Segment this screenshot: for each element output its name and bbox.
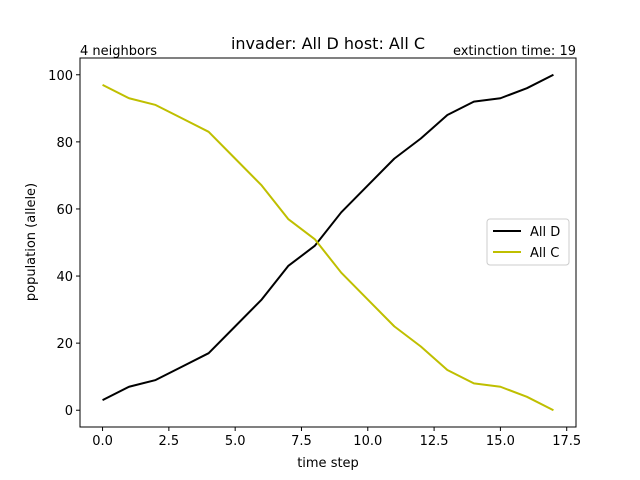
y-tick-label: 40 <box>56 270 73 285</box>
chart-title: invader: All D host: All C <box>231 34 425 53</box>
y-tick-label: 0 <box>65 404 73 419</box>
y-axis-label: population (allele) <box>24 183 39 301</box>
x-tick-label: 5.0 <box>225 434 246 449</box>
legend: All D All C <box>486 218 570 266</box>
y-tick-label: 100 <box>48 69 73 84</box>
series-line-all-d <box>102 73 554 402</box>
legend-label-all-d: All D <box>530 225 560 240</box>
x-tick-label: 2.5 <box>159 434 180 449</box>
x-tick-label: 15.0 <box>486 434 515 449</box>
x-tick-label: 10.0 <box>353 434 382 449</box>
x-tick-label: 7.5 <box>291 434 312 449</box>
plot-frame <box>79 57 577 428</box>
neighbors-annotation: 4 neighbors <box>80 44 157 59</box>
x-tick-label: 0.0 <box>92 434 113 449</box>
axis-ticks: 0.0 2.5 5.0 7.5 10.0 12.5 15.0 17.5 0 20 40 60 80 100 <box>48 69 581 449</box>
legend-label-all-c: All C <box>530 246 559 261</box>
y-tick-label: 60 <box>56 203 73 218</box>
x-tick-label: 12.5 <box>420 434 449 449</box>
extinction-time-annotation: extinction time: 19 <box>453 44 576 59</box>
y-tick-label: 80 <box>56 136 73 151</box>
series-line-all-c <box>102 83 554 412</box>
x-tick-label: 17.5 <box>552 434 581 449</box>
series-lines <box>102 73 554 412</box>
y-tick-label: 20 <box>56 337 73 352</box>
x-axis-label: time step <box>297 456 359 471</box>
